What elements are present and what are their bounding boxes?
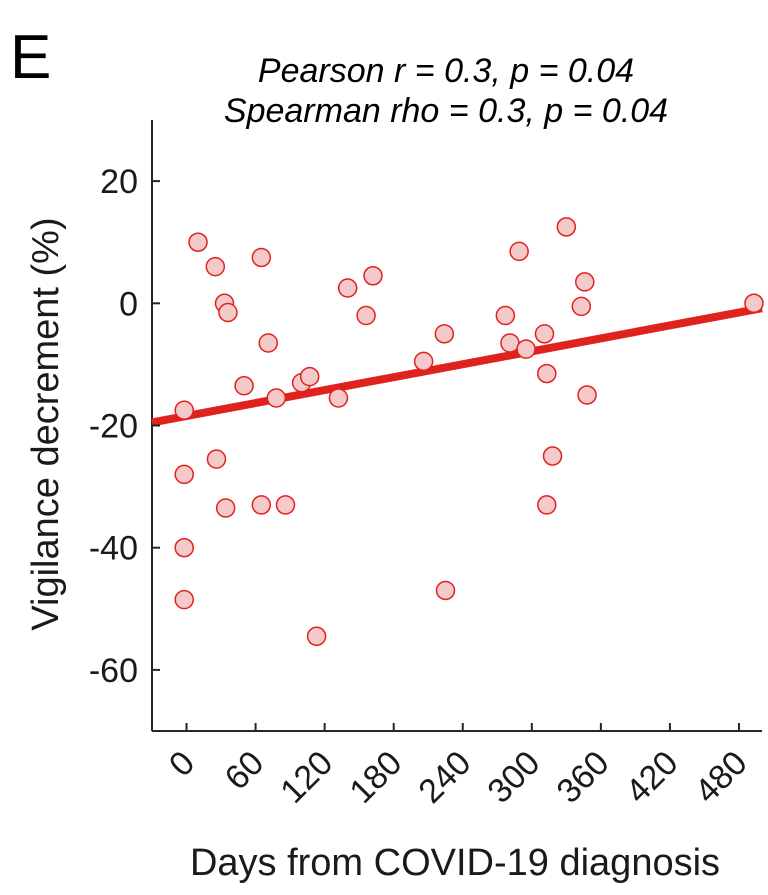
data-point <box>299 366 320 387</box>
x-tick-label: 60 <box>218 744 272 798</box>
x-tick-label: 420 <box>619 744 686 811</box>
data-point <box>206 449 227 469</box>
data-point <box>744 293 764 314</box>
x-tick-label: 240 <box>411 744 478 811</box>
data-point <box>571 296 592 317</box>
y-tick-label: 20 <box>100 163 138 201</box>
x-tick-label: 360 <box>550 744 617 811</box>
data-point <box>534 324 555 344</box>
data-point <box>337 278 358 298</box>
data-point <box>205 256 226 277</box>
data-point <box>251 247 272 268</box>
data-point <box>575 272 595 292</box>
data-point <box>174 589 194 610</box>
y-tick-label: -60 <box>89 652 138 690</box>
data-point <box>174 537 194 558</box>
data-point <box>251 495 272 515</box>
x-tick-label: 180 <box>342 744 409 811</box>
chart-title-line-1: Pearson r = 0.3, p = 0.04 <box>258 52 634 90</box>
data-point <box>188 232 208 252</box>
x-axis-label: Days from COVID-19 diagnosis <box>190 842 720 884</box>
y-axis-ticks: 20 0 -20 -40 -60 <box>89 163 160 690</box>
x-axis-ticks: 0 60 120 180 240 300 360 420 480 <box>162 723 755 811</box>
data-point <box>258 333 278 353</box>
data-point <box>556 217 577 237</box>
regression-line <box>151 304 763 427</box>
data-point <box>306 626 327 647</box>
data-point <box>174 400 194 420</box>
data-point <box>537 495 557 515</box>
data-point <box>537 363 557 384</box>
data-points-layer <box>174 217 764 647</box>
data-point <box>516 339 536 359</box>
data-point <box>234 376 254 396</box>
data-point <box>275 495 296 515</box>
y-tick-label: 0 <box>119 285 138 323</box>
x-tick-label: 0 <box>162 744 202 784</box>
data-point <box>174 464 194 485</box>
data-point <box>215 498 236 518</box>
data-point <box>328 388 349 408</box>
data-point <box>542 446 563 466</box>
data-point <box>500 333 520 353</box>
data-point <box>413 351 434 372</box>
y-axis-label: Vigilance decrement (%) <box>25 217 67 630</box>
y-tick-label: -40 <box>89 530 138 568</box>
panel-label: E <box>10 23 51 92</box>
data-point <box>509 241 529 262</box>
x-tick-label: 480 <box>688 744 755 811</box>
x-tick-label: 120 <box>273 744 340 811</box>
x-tick-label: 300 <box>480 744 547 811</box>
data-point <box>363 266 383 286</box>
data-point <box>218 302 238 323</box>
data-point <box>356 305 376 326</box>
data-point <box>577 385 597 405</box>
y-tick-label: -20 <box>89 408 138 446</box>
data-point <box>495 305 516 326</box>
regression-line-layer <box>151 304 763 427</box>
data-point <box>435 580 456 601</box>
data-point <box>434 324 455 344</box>
data-point <box>266 388 287 408</box>
axes <box>151 120 762 732</box>
chart-title-line-2: Spearman rho = 0.3, p = 0.04 <box>224 92 668 130</box>
